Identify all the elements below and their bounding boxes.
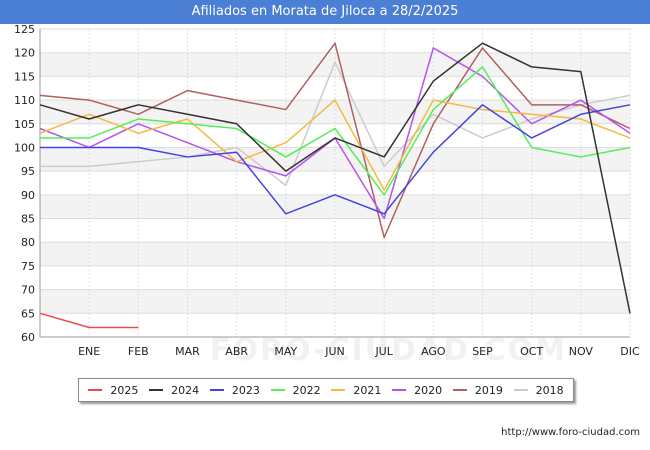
title-bar: Afiliados en Morata de Jiloca a 28/2/202… (0, 0, 650, 24)
chart-title: Afiliados en Morata de Jiloca a 28/2/202… (191, 4, 459, 19)
footer-url[interactable]: http://www.foro-ciudad.com (501, 427, 640, 438)
y-tick-label: 125 (14, 23, 35, 36)
series-line-2023 (40, 104, 631, 215)
series-line-2022 (40, 66, 631, 196)
y-tick-label: 60 (21, 331, 35, 344)
legend: 2025 2024 2023 2022 2021 2020 2019 2018 (78, 378, 574, 402)
y-tick-label: 110 (14, 94, 35, 107)
legend-label: 2024 (171, 383, 200, 397)
series-line-2025 (39, 312, 139, 329)
legend-swatch (149, 389, 164, 391)
x-tick-label: DIC (620, 345, 640, 358)
x-tick-label: ABR (225, 345, 248, 358)
y-tick-label: 95 (21, 165, 35, 178)
y-tick-label: 80 (21, 236, 35, 249)
legend-label: 2018 (535, 383, 564, 397)
legend-swatch (270, 389, 285, 391)
y-tick-label: 105 (14, 118, 35, 131)
legend-item-2025: 2025 (88, 384, 138, 397)
legend-item-2020: 2020 (392, 384, 442, 397)
legend-label: 2019 (474, 383, 503, 397)
legend-swatch (209, 389, 224, 391)
x-tick-label: AGO (421, 345, 446, 358)
x-tick-label: JUL (374, 345, 393, 358)
legend-item-2018: 2018 (513, 383, 564, 397)
legend-label: 2022 (292, 383, 321, 397)
legend-swatch (513, 389, 528, 391)
y-tick-label: 65 (21, 307, 35, 320)
x-tick-label: JUN (324, 345, 345, 358)
legend-swatch (88, 389, 103, 391)
legend-label: 2025 (110, 383, 139, 397)
series-line-2021 (39, 99, 631, 191)
legend-swatch (392, 389, 407, 391)
watermark: FORO-CIUDAD.COM (210, 333, 567, 368)
legend-swatch (331, 389, 346, 391)
y-tick-label: 75 (21, 260, 35, 273)
x-tick-label: MAY (274, 345, 297, 358)
legend-label: 2021 (353, 383, 382, 397)
series-line-2019 (39, 42, 631, 239)
x-tick-label: OCT (520, 345, 543, 358)
y-tick-label: 115 (14, 70, 35, 83)
legend-item-2022: 2022 (270, 383, 321, 397)
grid-band (40, 147, 630, 172)
legend-item-2019: 2019 (452, 383, 503, 397)
y-tick-label: 85 (21, 213, 35, 226)
legend-item-2024: 2024 (149, 384, 199, 397)
legend-label: 2023 (231, 383, 260, 397)
series-line-2018 (40, 61, 631, 187)
x-tick-label: NOV (569, 345, 594, 358)
y-tick-label: 90 (21, 189, 35, 202)
legend-label: 2020 (414, 383, 443, 397)
x-tick-label: FEB (128, 345, 149, 358)
legend-swatch (452, 389, 467, 391)
x-tick-label: SEP (472, 345, 493, 358)
y-tick-label: 70 (21, 284, 35, 297)
y-tick-label: 100 (14, 141, 35, 154)
x-tick-label: ENE (78, 345, 100, 358)
legend-item-2023: 2023 (209, 383, 260, 397)
legend-item-2021: 2021 (331, 384, 381, 397)
y-tick-label: 120 (14, 47, 35, 60)
x-tick-label: MAR (175, 345, 200, 358)
grid-band (40, 52, 630, 77)
series-line-2024 (39, 42, 631, 314)
